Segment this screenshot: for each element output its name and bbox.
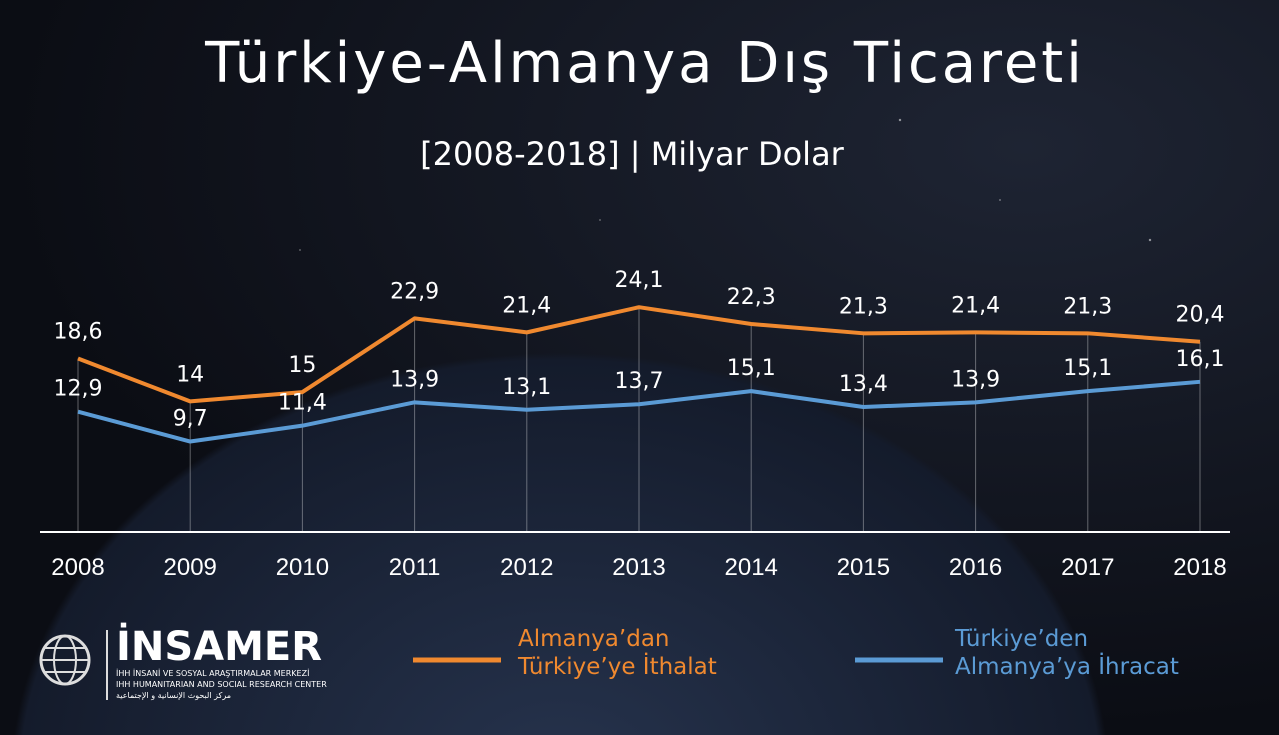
infographic: Türkiye-Almanya Dış Ticareti [2008-2018]… xyxy=(0,0,1279,735)
x-tick-label: 2018 xyxy=(1173,554,1226,581)
x-tick-label: 2014 xyxy=(725,554,778,581)
x-tick-label: 2015 xyxy=(837,554,890,581)
x-tick-label: 2010 xyxy=(276,554,329,581)
data-label: 15,1 xyxy=(1063,356,1112,381)
x-tick-label: 2013 xyxy=(612,554,665,581)
chart-title: Türkiye-Almanya Dış Ticareti xyxy=(204,31,1085,96)
data-label: 13,9 xyxy=(951,367,1000,392)
legend-entry: Türkiye’den Almanya’ya İhracat xyxy=(955,625,1185,681)
x-tick-label: 2012 xyxy=(500,554,553,581)
chart-subtitle: [2008-2018] | Milyar Dolar xyxy=(420,135,845,173)
legend-entry: Almanya’dan Türkiye’ye İthalat xyxy=(518,625,748,681)
x-tick-label: 2016 xyxy=(949,554,1002,581)
x-tick-label: 2011 xyxy=(389,554,441,581)
data-label: 20,4 xyxy=(1176,303,1225,328)
data-label: 15,1 xyxy=(727,356,776,381)
data-label: 13,7 xyxy=(615,369,664,394)
x-tick-label: 2017 xyxy=(1061,554,1114,581)
data-label: 21,4 xyxy=(502,293,551,318)
data-label: 22,3 xyxy=(727,285,776,310)
data-label: 21,3 xyxy=(839,294,888,319)
data-label: 13,1 xyxy=(502,375,551,400)
logo-name: İNSAMER xyxy=(116,622,322,670)
data-label: 21,4 xyxy=(951,293,1000,318)
data-label: 15 xyxy=(288,353,316,378)
data-label: 9,7 xyxy=(173,407,208,432)
data-label: 24,1 xyxy=(615,268,664,293)
x-tick-label: 2008 xyxy=(51,554,104,581)
data-label: 14 xyxy=(176,362,204,387)
data-label: 12,9 xyxy=(54,377,103,402)
logo-line: İHH İNSANİ VE SOSYAL ARAŞTIRMALAR MERKEZ… xyxy=(116,668,309,678)
data-label: 13,4 xyxy=(839,372,888,397)
logo-line: IHH HUMANITARIAN AND SOCIAL RESEARCH CEN… xyxy=(116,680,327,689)
data-label: 13,9 xyxy=(390,367,439,392)
data-label: 18,6 xyxy=(54,319,103,344)
data-label: 16,1 xyxy=(1176,347,1225,372)
x-tick-label: 2009 xyxy=(164,554,217,581)
data-label: 21,3 xyxy=(1063,294,1112,319)
logo-line: مركز البحوث الإنسانية و الإجتماعية xyxy=(116,691,231,701)
logo: İNSAMER İHH İNSANİ VE SOSYAL ARAŞTIRMALA… xyxy=(41,622,327,701)
data-label: 11,4 xyxy=(278,391,327,416)
data-label: 22,9 xyxy=(390,279,439,304)
